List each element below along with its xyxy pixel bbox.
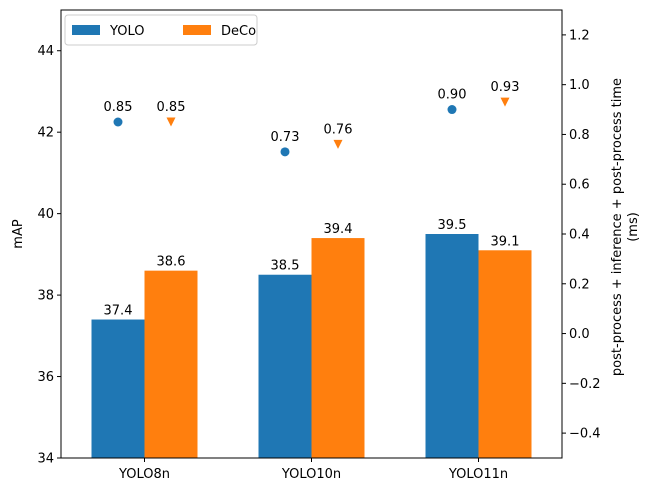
time-point-yolo-yolo11n [447, 105, 457, 115]
legend-swatch-yolo [72, 25, 100, 35]
bar-value-label: 39.1 [491, 234, 520, 249]
bar-value-label: 39.4 [324, 222, 353, 237]
y2-tick-label: −0.4 [569, 427, 601, 442]
legend: YOLO DeCo [64, 14, 258, 46]
y2-tick-label: 0.6 [569, 178, 590, 193]
time-value-label: 0.85 [157, 100, 186, 115]
time-point-yolo-yolo10n [280, 147, 290, 157]
legend-label-yolo: YOLO [109, 24, 144, 39]
time-value-label: 0.76 [324, 122, 353, 137]
bars-group: 37.4 38.6 38.5 39.4 39.5 39.1 [91, 218, 532, 458]
legend-label-deco: DeCo [221, 24, 256, 39]
legend-box [64, 14, 258, 46]
y-tick-label: 44 [37, 44, 54, 59]
bar-deco-yolo10n [311, 238, 365, 458]
axes-group: 34 36 38 40 42 44 −0.4 −0.2 0.0 0.2 0.4 0.6 0.8 1.0 1.… [11, 9, 641, 482]
bar-yolo-yolo8n [91, 319, 145, 458]
y2-tick-label: 1.2 [569, 28, 590, 43]
x-tick-label: YOLO8n [118, 467, 170, 482]
time-point-deco-yolo11n [500, 97, 510, 107]
y2-tick-label: 0.8 [569, 128, 590, 143]
y-tick-label: 40 [37, 207, 54, 222]
time-point-yolo-yolo8n [113, 117, 123, 127]
y2-axis-title-line2: (ms) [626, 212, 641, 242]
bar-value-label: 38.5 [271, 259, 300, 274]
time-value-label: 0.85 [104, 100, 133, 115]
bar-value-label: 37.4 [104, 304, 133, 319]
y2-tick-label: 0.0 [569, 327, 590, 342]
x-tick-label: YOLO10n [281, 467, 341, 482]
y-tick-label: 38 [37, 289, 54, 304]
time-point-deco-yolo8n [166, 117, 176, 127]
bar-value-label: 38.6 [157, 255, 186, 270]
y2-tick-label: 0.4 [569, 228, 590, 243]
y-tick-label: 34 [37, 452, 54, 467]
time-points-group: 0.85 0.73 0.90 0.85 0.76 0.93 [104, 80, 520, 157]
x-tick-label: YOLO11n [448, 467, 508, 482]
time-point-deco-yolo10n [333, 139, 343, 149]
bar-deco-yolo11n [478, 250, 532, 458]
bar-yolo-yolo10n [258, 274, 312, 458]
time-value-label: 0.90 [438, 88, 467, 103]
y-axis-title: mAP [11, 219, 26, 249]
time-value-label: 0.73 [271, 130, 300, 145]
y2-tick-label: 1.0 [569, 78, 590, 93]
bar-yolo-yolo11n [425, 234, 479, 458]
y2-tick-label: 0.2 [569, 277, 590, 292]
bar-deco-yolo8n [144, 270, 198, 458]
legend-swatch-deco [183, 25, 211, 35]
y2-axis-title-line1: post-process + inference + post-process … [610, 78, 625, 376]
y-tick-label: 42 [37, 126, 54, 141]
y2-tick-label: −0.2 [569, 377, 601, 392]
time-value-label: 0.93 [491, 80, 520, 95]
bar-value-label: 39.5 [438, 218, 467, 233]
y-tick-label: 36 [37, 370, 54, 385]
